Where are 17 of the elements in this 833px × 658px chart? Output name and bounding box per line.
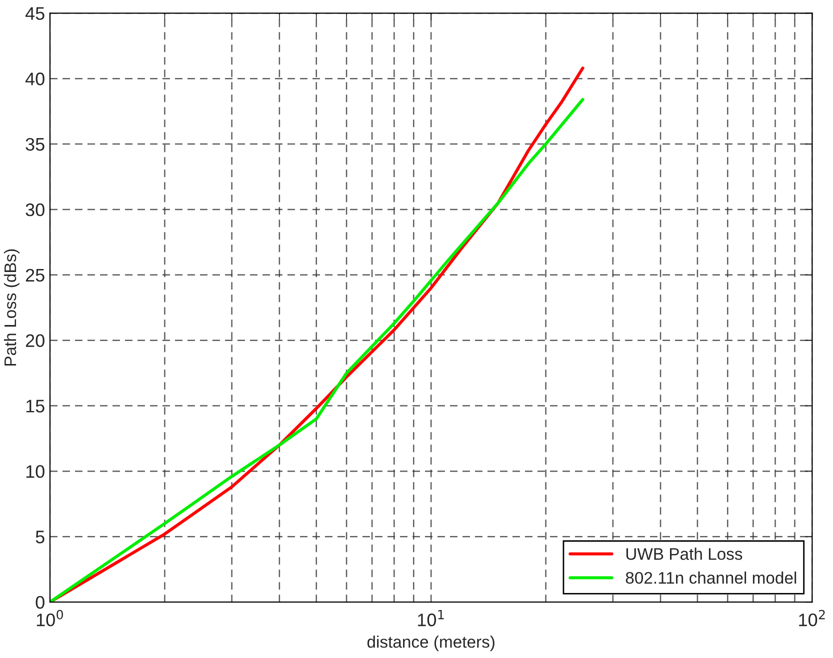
y-tick-label: 0	[36, 596, 44, 609]
y-tick-label: 45	[25, 7, 44, 20]
x-axis-title: distance (meters)	[367, 636, 494, 652]
x-tick-label: 10$^{1}$	[418, 610, 444, 626]
y-tick-label: 5	[36, 530, 44, 544]
legend-label: 802.11n channel model	[626, 572, 796, 584]
x-tick-label: 10$^{2}$	[799, 610, 825, 626]
y-tick-label: 25	[26, 268, 44, 282]
y-tick-label: 15	[26, 400, 44, 412]
y-tick-label: 35	[26, 138, 44, 151]
x-tick-label: 10$^{0}$	[36, 610, 63, 626]
y-tick-label: 10	[26, 465, 44, 478]
legend-label: UWB Path Loss	[626, 548, 742, 560]
y-tick-label: 30	[26, 203, 44, 216]
y-axis-title: Path Loss (dBs)	[4, 249, 20, 366]
y-tick-label: 40	[25, 72, 44, 86]
y-tick-label: 20	[26, 334, 44, 348]
